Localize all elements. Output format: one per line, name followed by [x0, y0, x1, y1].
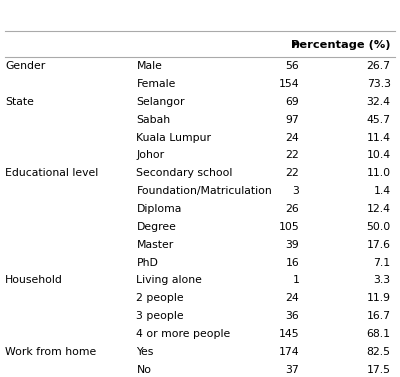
- Text: Secondary school: Secondary school: [136, 168, 233, 178]
- Text: 16: 16: [286, 257, 299, 268]
- Text: 68.1: 68.1: [367, 329, 391, 339]
- Text: 154: 154: [279, 79, 299, 89]
- Text: 22: 22: [286, 168, 299, 178]
- Text: 39: 39: [286, 240, 299, 250]
- Text: 24: 24: [286, 133, 299, 143]
- Text: 11.9: 11.9: [367, 293, 391, 303]
- Text: 56: 56: [286, 61, 299, 71]
- Text: 17.6: 17.6: [367, 240, 391, 250]
- Text: 69: 69: [286, 97, 299, 107]
- Text: Female: Female: [136, 79, 176, 89]
- Text: 50.0: 50.0: [366, 222, 391, 232]
- Text: Sabah: Sabah: [136, 115, 170, 125]
- Text: Foundation/Matriculation: Foundation/Matriculation: [136, 186, 272, 196]
- Text: PhD: PhD: [136, 257, 158, 268]
- Text: 4 or more people: 4 or more people: [136, 329, 231, 339]
- Text: 32.4: 32.4: [367, 97, 391, 107]
- Text: 73.3: 73.3: [367, 79, 391, 89]
- Text: n: n: [291, 40, 299, 51]
- Text: No: No: [136, 365, 152, 375]
- Text: Kuala Lumpur: Kuala Lumpur: [136, 133, 212, 143]
- Text: 26.7: 26.7: [367, 61, 391, 71]
- Text: Work from home: Work from home: [5, 347, 97, 357]
- Text: 17.5: 17.5: [367, 365, 391, 375]
- Text: Johor: Johor: [136, 150, 164, 161]
- Text: Gender: Gender: [5, 61, 46, 71]
- Text: Degree: Degree: [136, 222, 176, 232]
- Text: 174: 174: [279, 347, 299, 357]
- Text: 26: 26: [286, 204, 299, 214]
- Text: 36: 36: [286, 311, 299, 321]
- Text: Diploma: Diploma: [136, 204, 182, 214]
- Text: Selangor: Selangor: [136, 97, 185, 107]
- Text: 2 people: 2 people: [136, 293, 184, 303]
- Text: 1.4: 1.4: [374, 186, 391, 196]
- Text: Household: Household: [5, 276, 63, 285]
- Text: 145: 145: [279, 329, 299, 339]
- Text: 105: 105: [278, 222, 299, 232]
- Text: Percentage (%): Percentage (%): [291, 40, 391, 51]
- Text: 11.4: 11.4: [367, 133, 391, 143]
- Text: 3: 3: [292, 186, 299, 196]
- Text: 12.4: 12.4: [367, 204, 391, 214]
- Text: 10.4: 10.4: [366, 150, 391, 161]
- Text: 3 people: 3 people: [136, 311, 184, 321]
- Text: 11.0: 11.0: [366, 168, 391, 178]
- Text: Living alone: Living alone: [136, 276, 202, 285]
- Text: Educational level: Educational level: [5, 168, 99, 178]
- Text: 16.7: 16.7: [367, 311, 391, 321]
- Text: Master: Master: [136, 240, 174, 250]
- Text: Male: Male: [136, 61, 162, 71]
- Text: 3.3: 3.3: [374, 276, 391, 285]
- Text: 37: 37: [286, 365, 299, 375]
- Text: 7.1: 7.1: [374, 257, 391, 268]
- Text: 45.7: 45.7: [367, 115, 391, 125]
- Text: State: State: [5, 97, 34, 107]
- Text: 22: 22: [286, 150, 299, 161]
- Text: 24: 24: [286, 293, 299, 303]
- Text: 97: 97: [286, 115, 299, 125]
- Text: Yes: Yes: [136, 347, 154, 357]
- Text: 82.5: 82.5: [367, 347, 391, 357]
- Text: 1: 1: [292, 276, 299, 285]
